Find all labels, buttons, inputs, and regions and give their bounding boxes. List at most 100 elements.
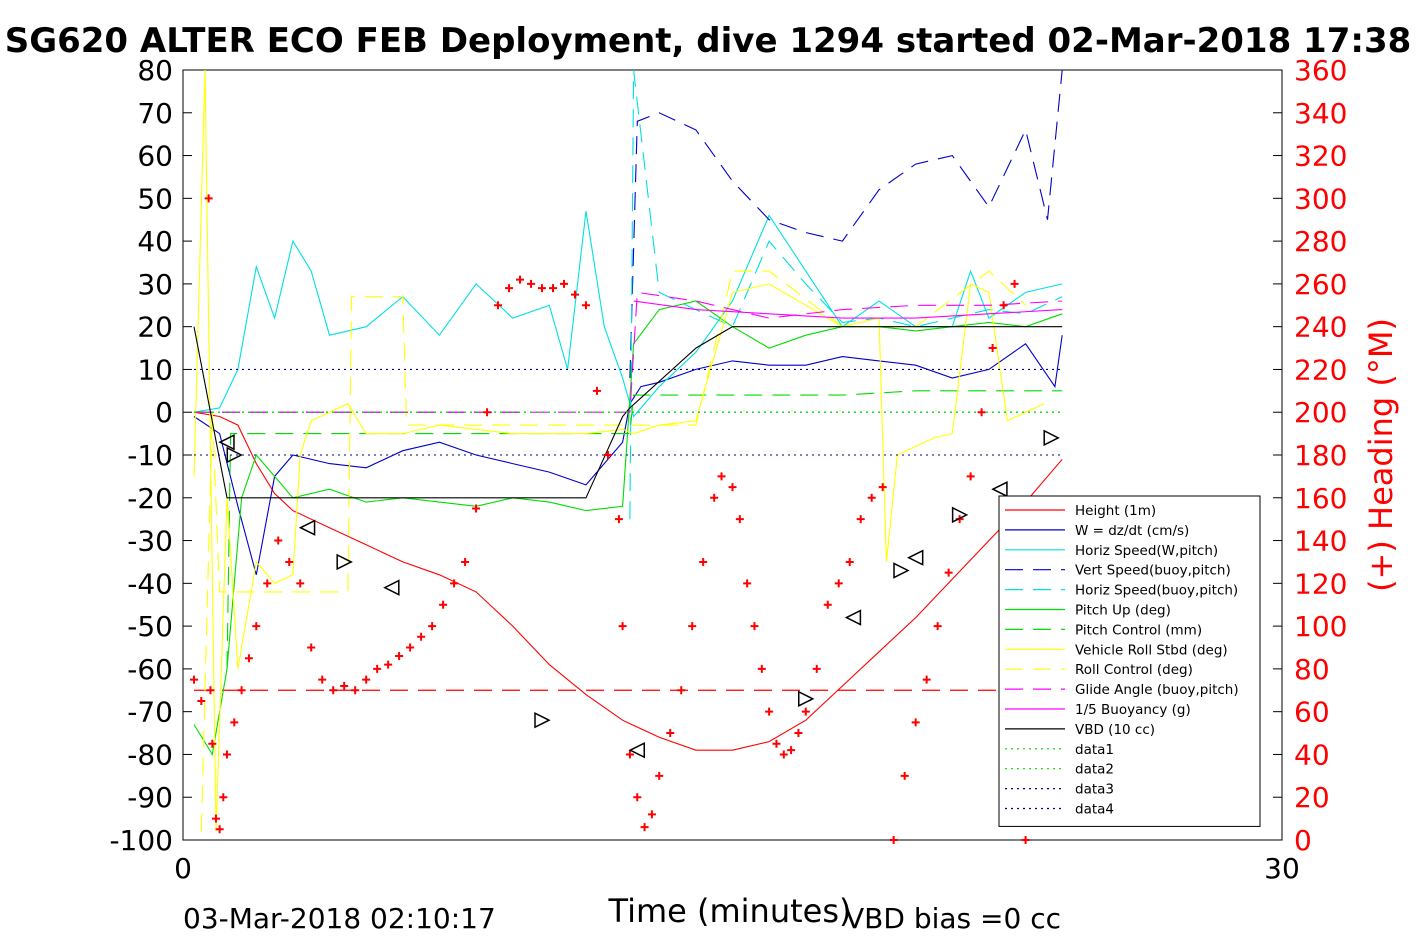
heading-point: [581, 301, 590, 310]
legend-label: Vehicle Roll Stbd (deg): [1075, 642, 1228, 658]
heading-point: [856, 515, 865, 524]
heading-point: [867, 493, 876, 502]
heading-point: [999, 301, 1008, 310]
right-tick-label: 320: [1294, 140, 1347, 173]
legend-label: Horiz Speed(W,pitch): [1075, 543, 1218, 559]
heading-point: [640, 823, 649, 832]
heading-point: [834, 579, 843, 588]
left-tick-label: -80: [127, 738, 173, 771]
heading-point: [735, 515, 744, 524]
left-tick-label: 50: [137, 182, 173, 215]
triangle-marker: [906, 549, 924, 566]
heading-point: [966, 472, 975, 481]
heading-point: [215, 825, 224, 834]
left-tick-label: 20: [137, 311, 173, 344]
triangle-marker: [336, 553, 353, 571]
heading-point: [633, 793, 642, 802]
left-tick-label: -30: [127, 525, 173, 558]
series-line-1: [193, 411, 1063, 751]
heading-point: [592, 386, 601, 395]
right-tick-label: 20: [1294, 781, 1330, 814]
heading-point: [728, 483, 737, 492]
left-tick-label: -60: [127, 653, 173, 686]
heading-point: [787, 746, 796, 755]
heading-point: [516, 275, 525, 284]
heading-point: [677, 686, 686, 695]
heading-point: [494, 301, 503, 310]
heading-point: [922, 675, 931, 684]
heading-point: [329, 686, 338, 695]
heading-point: [757, 664, 766, 673]
x-tick-label: 30: [1264, 852, 1300, 885]
legend-label: Vert Speed(buoy,pitch): [1075, 563, 1231, 579]
right-tick-label: 280: [1294, 225, 1347, 258]
left-tick-label: -50: [127, 610, 173, 643]
heading-point: [603, 451, 612, 459]
triangle-marker: [1043, 429, 1060, 447]
triangle-marker: [218, 433, 235, 451]
legend-label: Pitch Up (deg): [1075, 603, 1171, 619]
heading-point: [765, 707, 774, 716]
left-tick-label: -100: [109, 824, 173, 857]
heading-points: [189, 194, 1037, 844]
heading-point: [823, 600, 832, 609]
left-tick-label: -90: [127, 781, 173, 814]
legend-label: Horiz Speed(buoy,pitch): [1075, 583, 1238, 599]
triangle-marker: [628, 741, 646, 759]
heading-point: [911, 718, 920, 727]
legend-box: [998, 495, 1261, 827]
legend-label: VBD (10 cc): [1075, 722, 1155, 738]
heading-point: [296, 579, 305, 588]
heading-point: [699, 557, 708, 566]
heading-point: [538, 284, 547, 293]
heading-point: [889, 836, 898, 844]
left-tick-label: -20: [127, 482, 173, 515]
heading-point: [219, 793, 228, 802]
triangle-marker: [844, 609, 862, 626]
legend-label: Glide Angle (buoy,pitch): [1075, 682, 1239, 698]
footer-timestamp: 03-Mar-2018 02:10:17: [183, 902, 496, 935]
right-tick-label: 260: [1294, 268, 1347, 301]
x-axis-label: Time (minutes): [608, 892, 852, 930]
legend-label: Height (1m): [1075, 503, 1156, 519]
right-tick-label: 140: [1294, 525, 1347, 558]
heading-point: [779, 750, 788, 759]
left-tick-label: 0: [155, 396, 173, 429]
heading-point: [189, 675, 198, 684]
heading-point: [655, 771, 664, 780]
heading-point: [274, 536, 283, 545]
heading-point: [340, 682, 349, 690]
heading-point: [204, 194, 213, 203]
heading-point: [812, 664, 821, 673]
heading-point: [483, 408, 492, 417]
heading-point: [772, 739, 781, 748]
left-tick-label: 30: [137, 268, 173, 301]
series-line-9: [200, 270, 1026, 832]
right-tick-label: 160: [1294, 482, 1347, 515]
heading-point: [570, 290, 579, 299]
heading-point: [461, 557, 470, 566]
heading-point: [362, 675, 371, 684]
right-tick-label: 240: [1294, 311, 1347, 344]
heading-point: [285, 557, 294, 566]
heading-point: [1021, 836, 1030, 844]
heading-point: [351, 686, 360, 695]
heading-point: [252, 622, 261, 631]
heading-point: [472, 504, 481, 513]
heading-point: [988, 344, 997, 353]
heading-point: [373, 664, 382, 673]
heading-point: [318, 675, 327, 684]
left-tick-label: -40: [127, 567, 173, 600]
right-tick-label: 100: [1294, 610, 1347, 643]
triangle-marker: [298, 519, 316, 536]
heading-point: [717, 472, 726, 481]
heading-point: [688, 622, 697, 631]
series-line-8: [193, 70, 1045, 832]
heading-point: [666, 729, 675, 738]
series-lines: [193, 70, 1063, 832]
series-line-2: [193, 335, 1063, 575]
heading-point: [614, 515, 623, 524]
legend-label: data2: [1075, 762, 1114, 778]
heading-point: [406, 643, 415, 652]
